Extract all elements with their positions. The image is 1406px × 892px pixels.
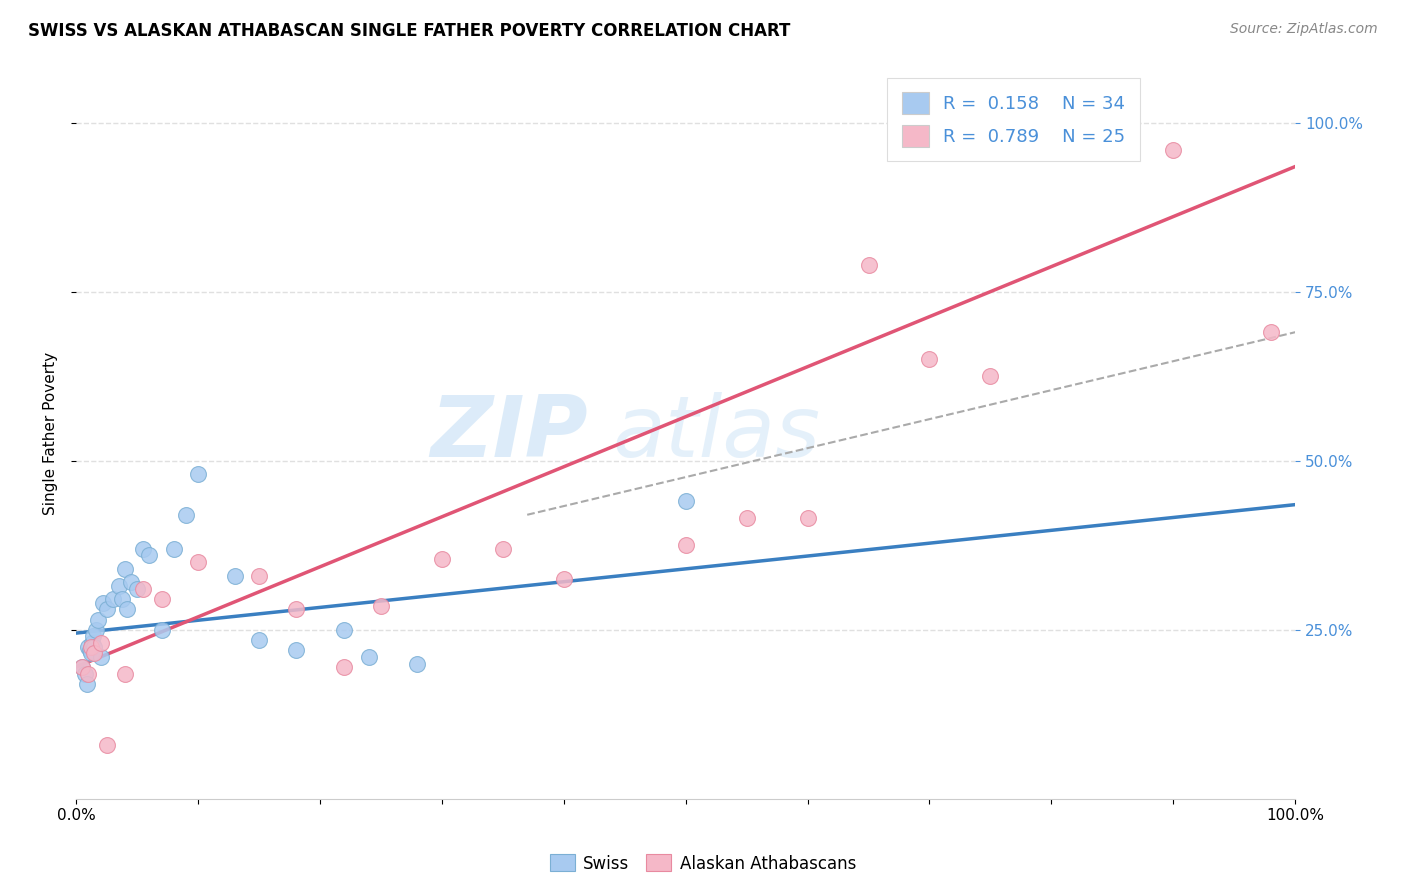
Point	[72, 660, 94, 674]
Legend: R =  0.158    N = 34, R =  0.789    N = 25: R = 0.158 N = 34, R = 0.789 N = 25	[887, 78, 1140, 161]
Text: SWISS VS ALASKAN ATHABASCAN SINGLE FATHER POVERTY CORRELATION CHART: SWISS VS ALASKAN ATHABASCAN SINGLE FATHE…	[28, 22, 790, 40]
Point	[979, 369, 1001, 384]
Point	[735, 511, 758, 525]
Point	[796, 511, 818, 525]
Point	[127, 582, 149, 596]
Point	[72, 660, 94, 674]
Point	[284, 602, 307, 616]
Point	[224, 568, 246, 582]
Point	[90, 636, 112, 650]
Point	[370, 599, 392, 613]
Point	[333, 623, 356, 637]
Point	[357, 649, 380, 664]
Point	[1260, 325, 1282, 339]
Point	[114, 666, 136, 681]
Point	[87, 613, 110, 627]
Point	[187, 467, 209, 482]
Point	[247, 632, 270, 647]
Y-axis label: Single Father Poverty: Single Father Poverty	[44, 352, 58, 516]
Point	[91, 596, 114, 610]
Point	[150, 623, 173, 637]
Point	[675, 494, 697, 508]
Point	[120, 575, 142, 590]
Point	[333, 660, 356, 674]
Point	[108, 579, 131, 593]
Point	[406, 657, 429, 671]
Point	[96, 738, 118, 752]
Point	[101, 592, 124, 607]
Point	[492, 541, 515, 556]
Point	[90, 649, 112, 664]
Point	[83, 646, 105, 660]
Point	[163, 541, 186, 556]
Point	[247, 568, 270, 582]
Point	[111, 592, 134, 607]
Point	[80, 640, 103, 654]
Text: Source: ZipAtlas.com: Source: ZipAtlas.com	[1230, 22, 1378, 37]
Point	[83, 640, 105, 654]
Point	[858, 258, 880, 272]
Point	[76, 677, 98, 691]
Point	[187, 555, 209, 569]
Point	[84, 623, 107, 637]
Legend: Swiss, Alaskan Athabascans: Swiss, Alaskan Athabascans	[543, 847, 863, 880]
Point	[96, 602, 118, 616]
Point	[138, 549, 160, 563]
Point	[117, 602, 139, 616]
Point	[132, 541, 155, 556]
Point	[174, 508, 197, 522]
Point	[114, 562, 136, 576]
Text: atlas: atlas	[613, 392, 821, 475]
Point	[675, 538, 697, 552]
Point	[430, 551, 453, 566]
Point	[77, 666, 100, 681]
Point	[132, 582, 155, 596]
Point	[73, 666, 96, 681]
Point	[80, 646, 103, 660]
Point	[918, 352, 941, 367]
Text: ZIP: ZIP	[430, 392, 588, 475]
Point	[553, 572, 575, 586]
Point	[82, 630, 104, 644]
Point	[77, 640, 100, 654]
Point	[1161, 143, 1184, 157]
Point	[284, 643, 307, 657]
Point	[150, 592, 173, 607]
Point	[79, 643, 101, 657]
Point	[80, 636, 103, 650]
